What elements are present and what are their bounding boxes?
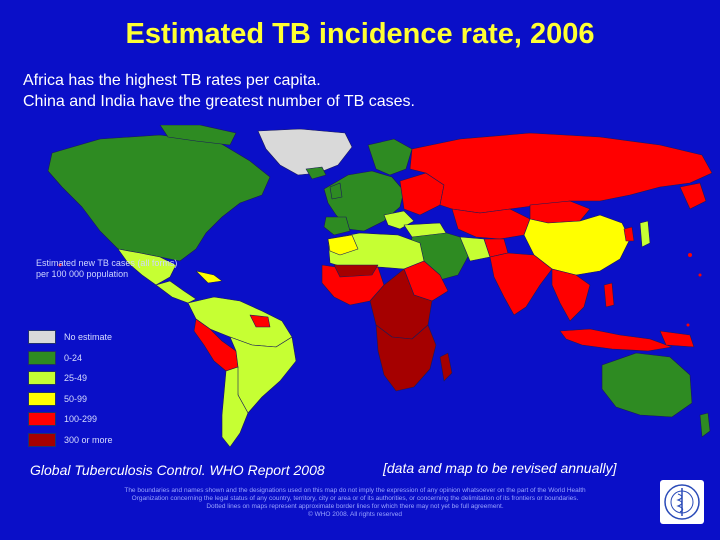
legend-item: No estimate [28, 330, 112, 344]
disclaimer-line-3: Dotted lines on maps represent approxima… [206, 503, 504, 510]
map-legend: Estimated new TB cases (all forms) per 1… [28, 258, 198, 447]
caribbean-region [195, 270, 223, 284]
north-america-region [47, 134, 271, 262]
legend-item: 0-24 [28, 350, 83, 365]
source-citation: Global Tuberculosis Control. WHO Report … [30, 462, 325, 478]
turkey-region [403, 222, 447, 238]
disclaimer: The boundaries and names shown and the d… [60, 487, 650, 519]
philippines-region [603, 282, 615, 308]
australia-region [601, 352, 693, 418]
legend-label: 100-299 [64, 414, 98, 424]
legend-swatch [28, 432, 56, 447]
disclaimer-line-2: Organization concerning the legal status… [131, 495, 579, 502]
legend-label: 25-49 [64, 373, 88, 383]
legend-swatch [28, 412, 56, 426]
legend-item: 300 or more [28, 432, 113, 447]
who-emblem-icon [660, 480, 704, 524]
legend-title: Estimated new TB cases (all forms) per 1… [36, 258, 178, 279]
korea-region [623, 226, 635, 242]
disclaimer-line-4: © WHO 2008. All rights reserved [307, 511, 403, 518]
mexico-region [117, 248, 177, 286]
india-region [489, 252, 553, 316]
subtitle-line-1: Africa has the highest TB rates per capi… [23, 72, 321, 89]
subtitle: Africa has the highest TB rates per capi… [23, 70, 415, 112]
legend-swatch [28, 350, 56, 365]
pacific-island-4 [58, 263, 62, 267]
disclaimer-line-1: The boundaries and names shown and the d… [124, 487, 586, 494]
iberia-region [323, 216, 351, 236]
legend-label: 300 or more [64, 434, 113, 445]
legend-item: 100-299 [28, 412, 97, 426]
scandinavia-region [367, 138, 413, 176]
arctic-islands-region [159, 125, 237, 146]
world-map [47, 125, 713, 448]
japan-region [639, 220, 651, 248]
legend-swatch [28, 330, 56, 344]
pacific-island-3 [686, 323, 690, 327]
sahel-region [333, 264, 379, 278]
pacific-island-1 [688, 253, 692, 257]
iceland-region [305, 166, 327, 180]
revision-note: [data and map to be revised annually] [383, 460, 617, 476]
legend-label: 50-99 [64, 393, 88, 404]
central-asia-region [451, 208, 531, 240]
pacific-island-2 [698, 273, 702, 277]
guyana-region [249, 314, 271, 328]
subtitle-line-2: China and India have the greatest number… [23, 93, 415, 110]
kamchatka-region [679, 182, 707, 210]
uk-region [329, 182, 343, 200]
greenland-region [257, 128, 353, 176]
legend-label: No estimate [64, 332, 113, 342]
russia-region [409, 132, 713, 214]
central-america-region [155, 280, 197, 304]
new-zealand-region [699, 412, 711, 438]
southeast-asia-region [551, 268, 591, 322]
indonesia-region [559, 328, 673, 352]
southern-africa-region [375, 324, 437, 392]
legend-label: 0-24 [64, 352, 83, 363]
madagascar-region [439, 352, 453, 382]
mongolia-region [529, 200, 591, 224]
legend-swatch [28, 371, 56, 385]
legend-swatch [28, 391, 56, 406]
legend-item: 25-49 [28, 371, 87, 385]
page-title: Estimated TB incidence rate, 2006 [125, 18, 595, 50]
new-guinea-region [659, 330, 695, 348]
maghreb-region [327, 234, 359, 256]
legend-item: 50-99 [28, 391, 88, 406]
southern-cone-region [221, 366, 249, 448]
